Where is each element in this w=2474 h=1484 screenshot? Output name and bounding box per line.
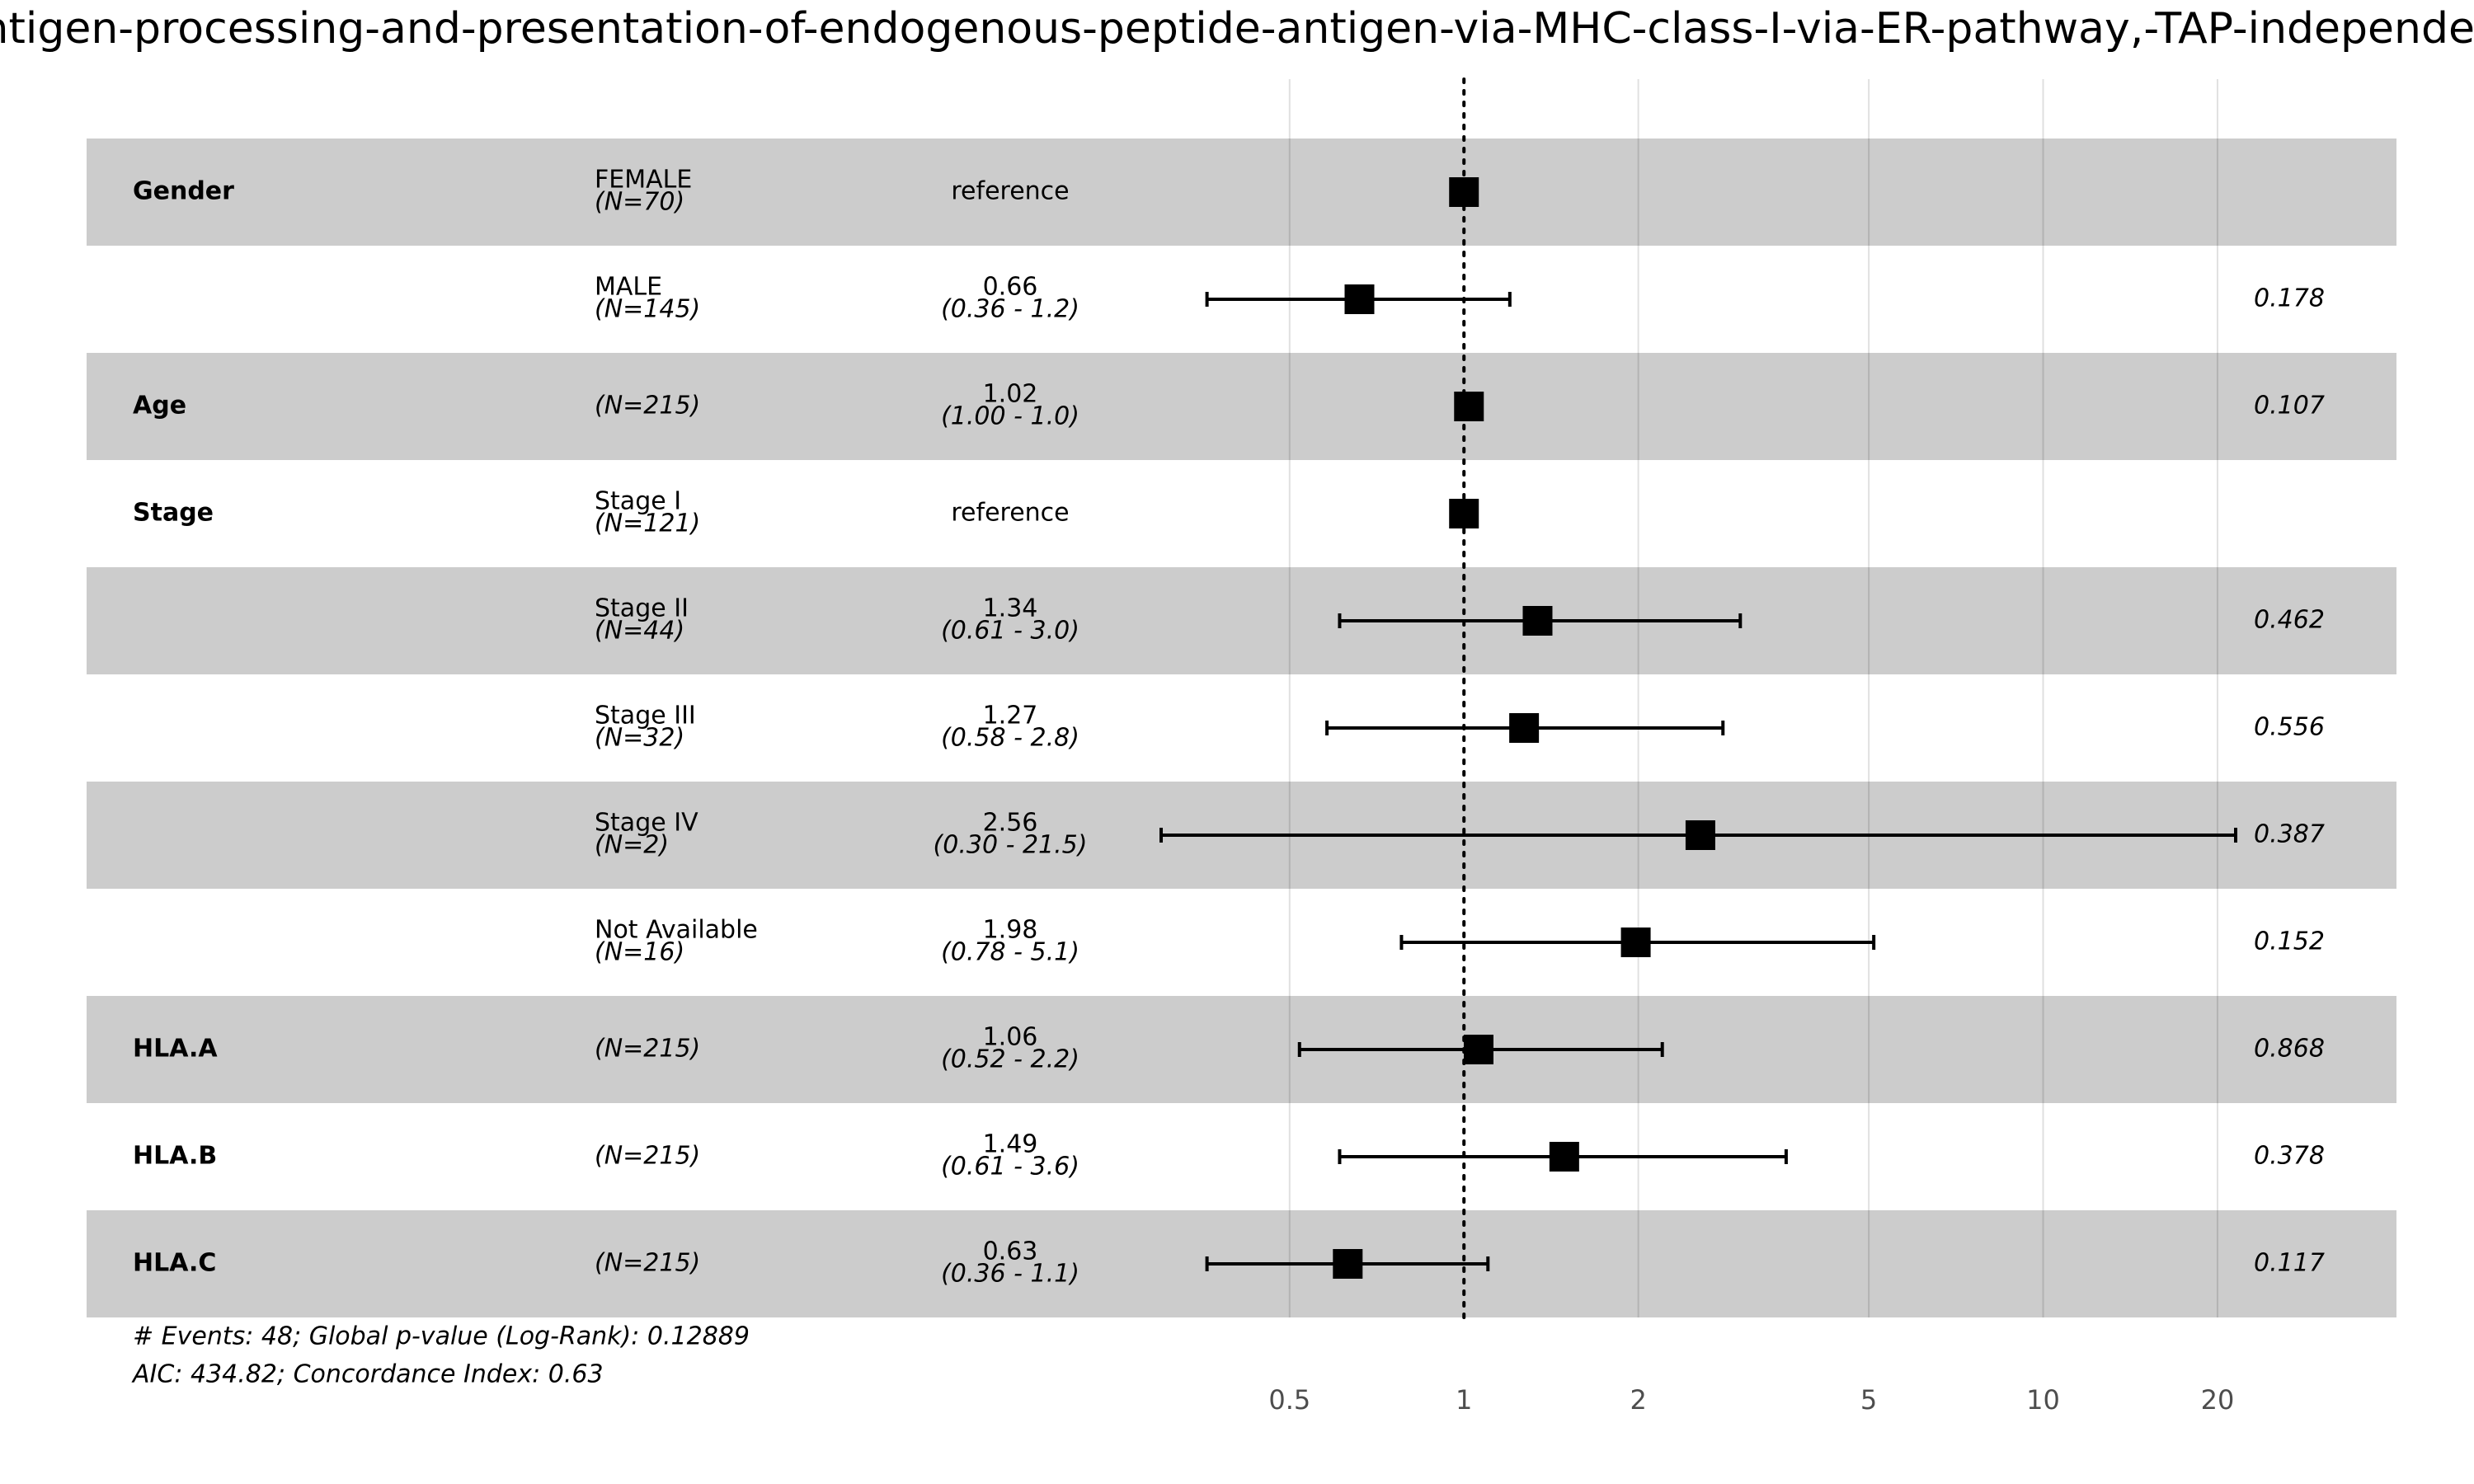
- group-label: HLA.B: [133, 1142, 217, 1171]
- x-tick-label: 1: [1456, 1384, 1472, 1416]
- ci-label: (1.00 - 1.0): [941, 402, 1079, 431]
- n-label: (N=215): [595, 1035, 700, 1064]
- p-value: 0.387: [2254, 820, 2325, 849]
- level-label: FEMALE: [595, 166, 692, 195]
- ci-label: (0.52 - 2.2): [941, 1045, 1079, 1074]
- p-value: 0.107: [2254, 392, 2325, 420]
- ci-label: (0.30 - 21.5): [934, 831, 1088, 860]
- group-label: HLA.C: [133, 1249, 216, 1278]
- estimate-marker: [1333, 1249, 1363, 1279]
- estimate-label: 1.27: [983, 702, 1038, 730]
- estimate-label: 0.63: [983, 1237, 1038, 1266]
- group-label: Stage: [133, 499, 214, 528]
- n-label: (N=16): [595, 938, 684, 967]
- ci-label: (0.61 - 3.6): [941, 1153, 1079, 1181]
- estimate-marker: [1685, 820, 1715, 850]
- p-value: 0.462: [2254, 606, 2325, 635]
- estimate-marker: [1344, 284, 1375, 314]
- estimate-label: 1.34: [983, 594, 1038, 623]
- estimate-marker: [1449, 499, 1479, 528]
- level-label: Not Available: [595, 916, 758, 945]
- row-stripe: [87, 139, 2396, 246]
- n-label: (N=32): [595, 724, 684, 753]
- p-value: 0.556: [2254, 713, 2325, 742]
- grid: [1288, 79, 2218, 1317]
- x-tick-label: 10: [2026, 1384, 2060, 1416]
- estimate-label: reference: [951, 177, 1069, 206]
- chart-title: antigen-processing-and-presentation-of-e…: [0, 4, 2474, 54]
- row-stripe: [87, 996, 2396, 1103]
- row-backgrounds: [87, 139, 2396, 1317]
- level-label: Stage II: [595, 594, 689, 623]
- p-value: 0.152: [2254, 928, 2325, 956]
- group-label: Age: [133, 392, 186, 420]
- estimate-marker: [1449, 177, 1479, 207]
- ci-label: (0.78 - 5.1): [941, 938, 1079, 967]
- estimate-label: 1.98: [983, 916, 1038, 945]
- n-label: (N=145): [595, 295, 700, 324]
- n-label: (N=44): [595, 617, 684, 646]
- level-label: MALE: [595, 273, 662, 302]
- n-label: (N=215): [595, 1249, 700, 1278]
- ci-label: (0.36 - 1.1): [941, 1260, 1079, 1289]
- n-label: (N=215): [595, 392, 700, 420]
- footnote: # Events: 48; Global p-value (Log-Rank):…: [133, 1322, 750, 1351]
- estimate-label: 1.06: [983, 1023, 1038, 1052]
- x-tick-label: 5: [1860, 1384, 1877, 1416]
- p-value: 0.178: [2254, 284, 2325, 313]
- n-label: (N=2): [595, 831, 669, 860]
- estimate-label: 1.02: [983, 380, 1038, 409]
- estimate-label: reference: [951, 499, 1069, 528]
- x-tick-label: 20: [2201, 1384, 2235, 1416]
- p-value: 0.868: [2254, 1035, 2325, 1064]
- p-value: 0.378: [2254, 1142, 2325, 1171]
- estimate-marker: [1454, 392, 1484, 421]
- level-label: Stage I: [595, 487, 681, 516]
- estimate-marker: [1509, 713, 1540, 743]
- n-label: (N=70): [595, 188, 684, 217]
- estimate-label: 0.66: [983, 273, 1038, 302]
- ci-label: (0.58 - 2.8): [941, 724, 1079, 753]
- estimate-marker: [1463, 1035, 1493, 1064]
- row-stripe: [87, 567, 2396, 674]
- n-label: (N=121): [595, 510, 700, 538]
- ci-label: (0.61 - 3.0): [941, 617, 1079, 646]
- estimate-marker: [1549, 1142, 1579, 1172]
- group-label: Gender: [133, 177, 234, 206]
- level-label: Stage IV: [595, 809, 698, 838]
- estimate-marker: [1522, 606, 1553, 636]
- ci-label: (0.36 - 1.2): [941, 295, 1079, 324]
- x-tick-label: 0.5: [1268, 1384, 1310, 1416]
- group-label: HLA.A: [133, 1035, 218, 1064]
- footnote: AIC: 434.82; Concordance Index: 0.63: [131, 1360, 604, 1389]
- estimate-marker: [1620, 928, 1651, 957]
- x-tick-label: 2: [1630, 1384, 1646, 1416]
- p-value: 0.117: [2254, 1249, 2325, 1278]
- row-stripe: [87, 353, 2396, 460]
- level-label: Stage III: [595, 702, 696, 730]
- estimate-label: 1.49: [983, 1130, 1038, 1159]
- n-label: (N=215): [595, 1142, 700, 1171]
- estimate-label: 2.56: [983, 809, 1038, 838]
